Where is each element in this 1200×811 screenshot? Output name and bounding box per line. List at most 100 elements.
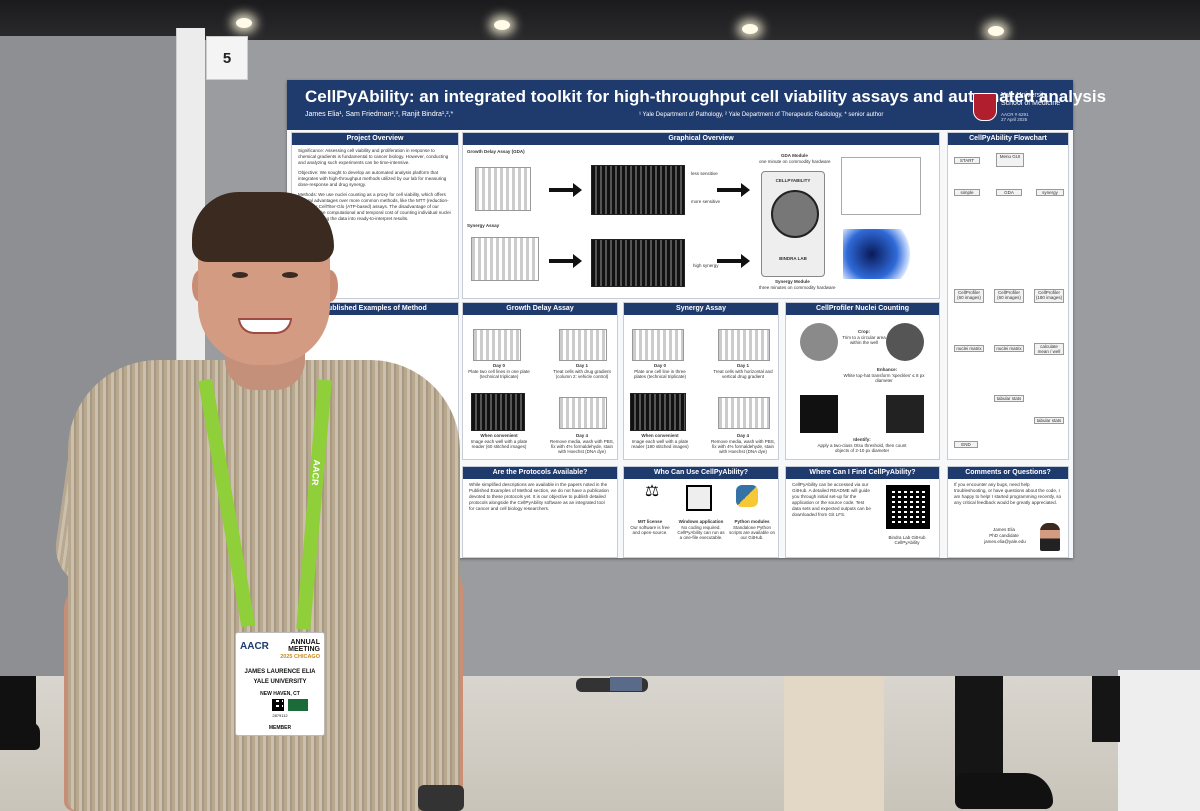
ceiling-light [236,18,252,28]
floor-sign [610,677,642,691]
synergy-module-sub: three minutes on commodity hardware [759,285,836,290]
lanyard-text: AACR [309,459,323,486]
logo-word: CELLPYABILITY [775,178,811,183]
overview-text: Significance: Assessing cell viability a… [292,145,458,229]
comments-questions: Comments or Questions? If you encounter … [947,466,1069,558]
enhanced-image [800,395,838,433]
qr-caption: Bindra Lab GitHub CellPyAbility [888,535,926,545]
badge-event-3: 2025 CHICAGO [280,654,320,660]
eye [232,272,248,278]
identified-image [886,395,924,433]
contact-email: james.elia@yale.edu [984,539,1026,544]
poster-header: CellPyAbility: an integrated toolkit for… [287,80,1106,130]
gda-day4-text: Remove media, wash with PBS, fix with 4%… [549,439,615,454]
where-text: CellPyAbility can be accessed via our Gi… [792,482,871,517]
flow-node-gda: GDA [996,189,1022,196]
contact-role: PhD candidate [989,533,1019,538]
plate-day0 [473,329,521,361]
badge-event-2: MEETING [288,646,320,653]
synergy-images [591,239,685,287]
poster-affiliations: ¹ Yale Department of Pathology, ² Yale D… [639,112,884,118]
cellprofiler-nuclei-counting: CellProfiler Nuclei Counting Crop: Trim … [785,302,940,460]
institution-line2: School of Medicine [1001,100,1061,107]
syn-when: When convenient [641,433,679,438]
crop-text: Trim to a circular area within the well [842,335,886,345]
badge-org: AACR [240,641,269,652]
flow-node-stats1: tabular stats [994,395,1024,402]
syn-when-text: Image each well with a plate reader (180… [631,439,689,449]
section-heading: Published Examples of Method [292,303,458,315]
python-icon [736,485,758,507]
plate-imaged [471,393,525,431]
eye [282,272,298,278]
methods-text: Methods: We use nuclei counting as a pro… [298,192,451,221]
syn-day1-text: Treat cells with horizontal and vertical… [713,369,773,379]
poster-title: CellPyAbility: an integrated toolkit for… [305,87,1107,106]
meeting-line: AACR # 6291 [1001,112,1029,117]
section-heading: Where Can I Find CellPyAbility? [786,467,939,479]
enhance-text: White top-hat transform 'speckles' ≤ 8 p… [843,373,925,383]
plate-imaged [630,393,686,431]
synergy-surface-plot [843,229,915,279]
flowchart: CellPyAbility Flowchart START Menu GUI s… [947,132,1069,460]
badge-logo-icon [288,699,308,711]
significance-text: Significance: Assessing cell viability a… [298,148,449,165]
badge-name: JAMES LAURENCE ELIA [244,669,316,675]
cellpyability-logo: CELLPYABILITY BINDRA LAB [761,171,825,277]
poster-date: AACR # 6291 27 April 2025 [1001,112,1029,122]
flow-node-matrix2: nuclei matrix [994,345,1024,352]
plate-day0 [632,329,684,361]
section-heading: Are the Protocols Available? [463,467,617,479]
badge-affiliation: YALE UNIVERSITY [253,679,307,685]
gda-when: When convenient [480,433,518,438]
board-post-right [1118,670,1200,811]
synergy-label: Synergy Assay [467,223,500,228]
dose-response-plot [841,157,921,215]
date-line: 27 April 2025 [1001,117,1028,122]
objective-text: Objective: We sought to develop an autom… [298,170,447,187]
more-sensitive: more sensitive [691,199,721,204]
growth-delay-assay: Growth Delay Assay Day 0 Plate two cell … [462,302,618,460]
flow-node-matrix1: nuclei matrix [954,345,984,352]
arrow-icon [717,183,750,197]
gda-label: Growth Delay Assay (GDA) [467,149,525,154]
syn-day0-text: Plate one cell line in three plates (tec… [633,369,687,379]
protocols-available: Are the Protocols Available? While simpl… [462,466,618,558]
gda-day0-text: Plate two cell lines in one plate (techn… [468,369,530,379]
flow-node-cp3: CellProfiler (180 images) [1034,289,1064,303]
badge-role: MEMBER [268,725,292,731]
gda-when-text: Image each well with a plate reader (60 … [470,439,528,449]
booth-number: 5 [206,36,248,80]
ceiling-light [988,26,1004,36]
cropped-well-image [886,323,924,361]
ceiling-light [494,20,510,30]
gda-images [591,165,685,215]
py-text: Standalone Python scripts are available … [728,525,776,540]
institution-line1: Yale University [1001,92,1048,99]
gda-module: GDA Module [781,153,808,158]
flow-node-start: START [954,157,980,164]
passerby-legs [784,676,884,811]
less-sensitive: less sensitive [691,171,718,176]
mit-label: MIT license [637,519,663,524]
gda-day4: Day 4 [575,433,588,438]
flow-node-simple: simple [954,189,980,196]
identify-text: Apply a two-class Otsu threshold, then c… [817,443,907,453]
plate-day1 [559,329,607,361]
win-text: No coding required. CellPyAbility can ru… [677,525,725,540]
scale-icon: ⚖ [644,483,660,500]
syn-day4-text: Remove media, wash with PBS, fix with 4%… [710,439,776,454]
wristwatch [418,785,464,811]
badge-location: NEW HAVEN, CT [260,691,300,697]
section-heading: Synergy Assay [624,303,778,315]
gda-day0: Day 0 [492,363,505,368]
section-heading: Who Can Use CellPyAbility? [624,467,778,479]
section-heading: CellProfiler Nuclei Counting [786,303,939,315]
plate-day4 [718,397,770,429]
available-text: While simplified descriptions are availa… [469,482,609,511]
flow-node-stats2: tabular stats [1034,417,1064,424]
author-photo [1040,523,1060,551]
syn-day0: Day 0 [653,363,666,368]
high-synergy: high synergy [693,263,719,268]
hair [192,192,334,262]
